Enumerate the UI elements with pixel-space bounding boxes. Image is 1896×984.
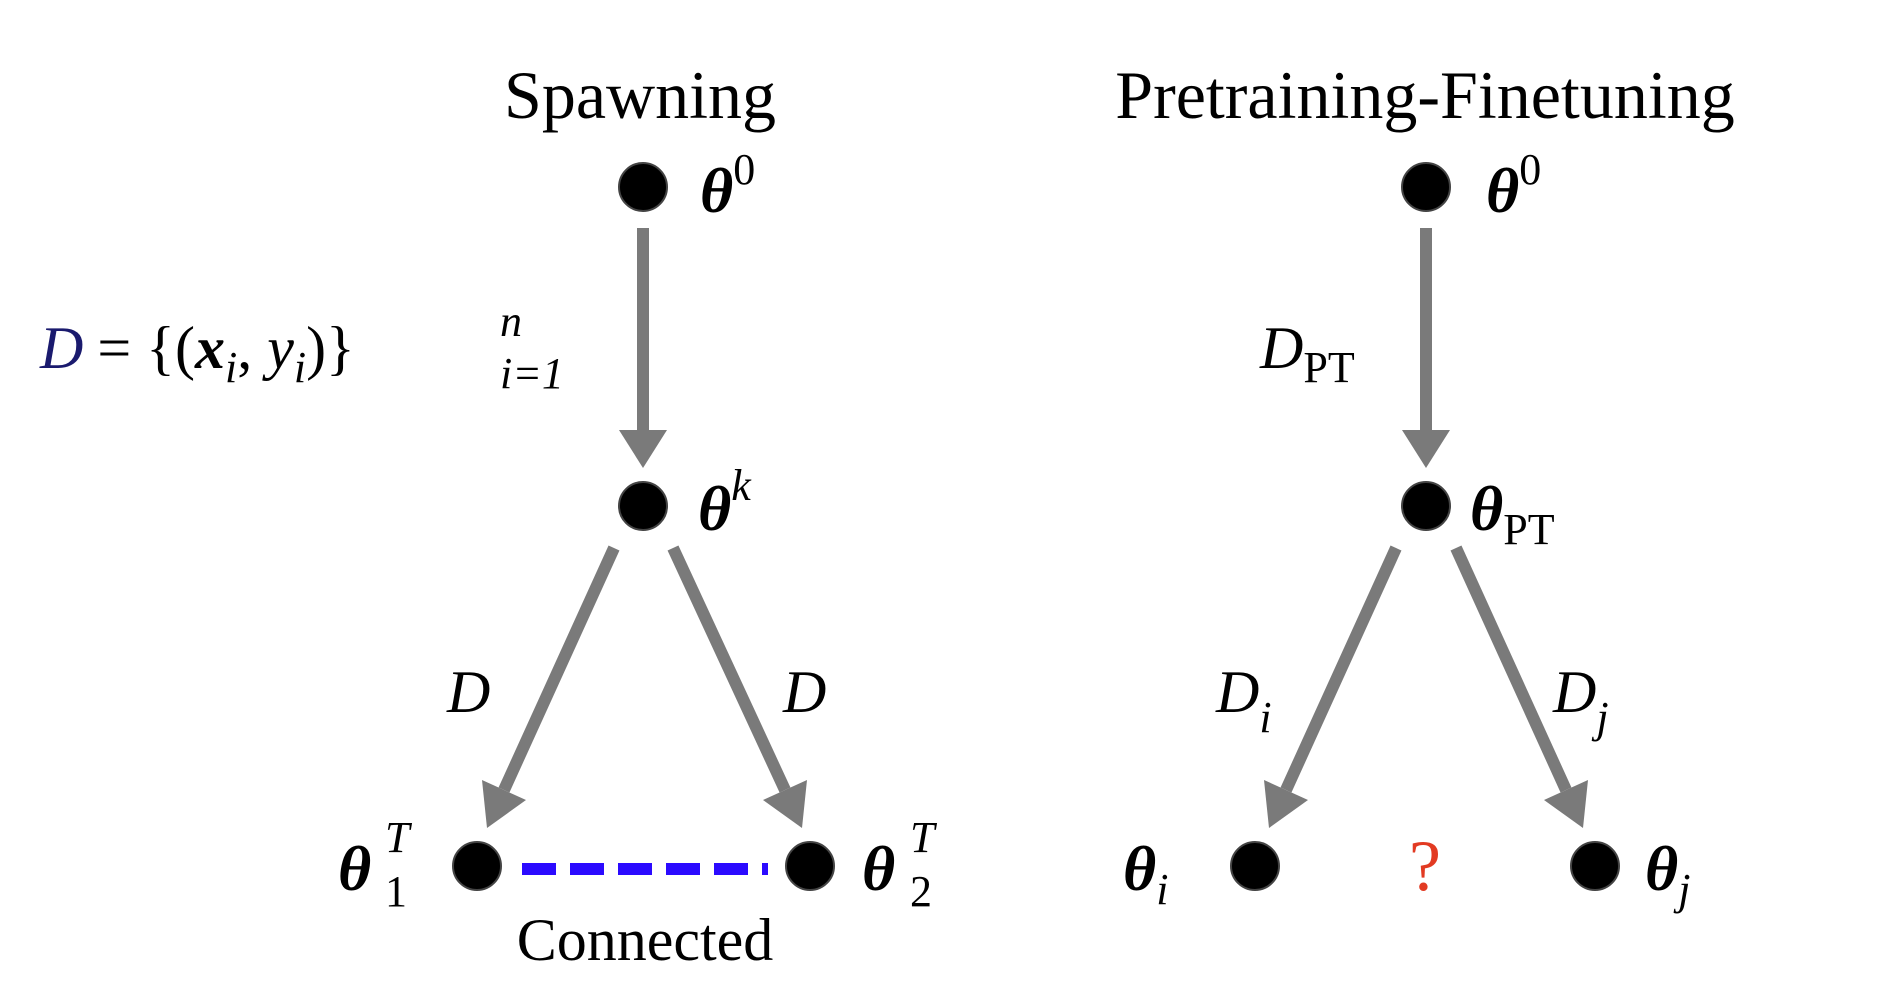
spawning-title: Spawning (504, 57, 776, 133)
arrowhead-top-to-mid (619, 430, 667, 468)
node-theta-0-right (1401, 162, 1451, 212)
node-theta-pt (1401, 481, 1451, 531)
connected-label: Connected (517, 907, 774, 973)
label-theta-j: θj (1645, 833, 1690, 914)
arrow-mid-to-left (498, 545, 620, 793)
node-theta-0-left (618, 162, 668, 212)
arrowhead-mid-to-right (763, 780, 807, 828)
arrow-pt-mid-to-left (1280, 545, 1402, 793)
node-theta-1-T (452, 841, 502, 891)
edge-label-left-D: D (446, 659, 490, 725)
node-theta-j (1570, 841, 1620, 891)
arrowhead-mid-to-left (482, 780, 526, 828)
arrow-pt-mid-to-right (1450, 545, 1572, 793)
label-theta-1-T: θ (338, 833, 371, 904)
label-theta-0-left: θ0 (700, 145, 755, 226)
arrowhead-pt-mid-to-left (1264, 780, 1308, 828)
dataset-definition-sup: n (500, 297, 522, 346)
edge-label-right-D: D (782, 659, 826, 725)
pretraining-finetuning-title: Pretraining-Finetuning (1115, 57, 1734, 133)
arrowhead-pt-mid-to-right (1544, 780, 1588, 828)
edge-label-d-pt: DPT (1259, 315, 1355, 392)
arrow-mid-to-right (667, 545, 791, 793)
node-theta-i (1230, 841, 1280, 891)
label-theta-0-right: θ0 (1486, 145, 1541, 226)
label-theta-pt: θPT (1470, 473, 1555, 554)
label-theta-1-T-sub: 1 (385, 867, 407, 916)
edge-label-d-i: Di (1215, 659, 1272, 742)
pt-arrows (1264, 228, 1588, 828)
label-theta-2-T: θ (862, 833, 895, 904)
label-theta-1-T-sup: T (385, 813, 413, 862)
unknown-connection-question-mark: ? (1409, 826, 1441, 906)
node-theta-2-T (785, 841, 835, 891)
label-theta-2-T-sup: T (910, 813, 938, 862)
edge-label-d-j: Dj (1552, 659, 1609, 742)
label-theta-i: θi (1123, 833, 1168, 914)
dataset-definition-sub: i=1 (500, 349, 564, 398)
label-theta-2-T-sub: 2 (910, 867, 932, 916)
label-theta-k: θk (698, 461, 752, 544)
node-theta-k (618, 481, 668, 531)
spawning-arrows (482, 228, 807, 828)
dataset-definition: D = {(xi, yi)} (39, 315, 355, 392)
arrowhead-pt-top-to-mid (1402, 430, 1450, 468)
